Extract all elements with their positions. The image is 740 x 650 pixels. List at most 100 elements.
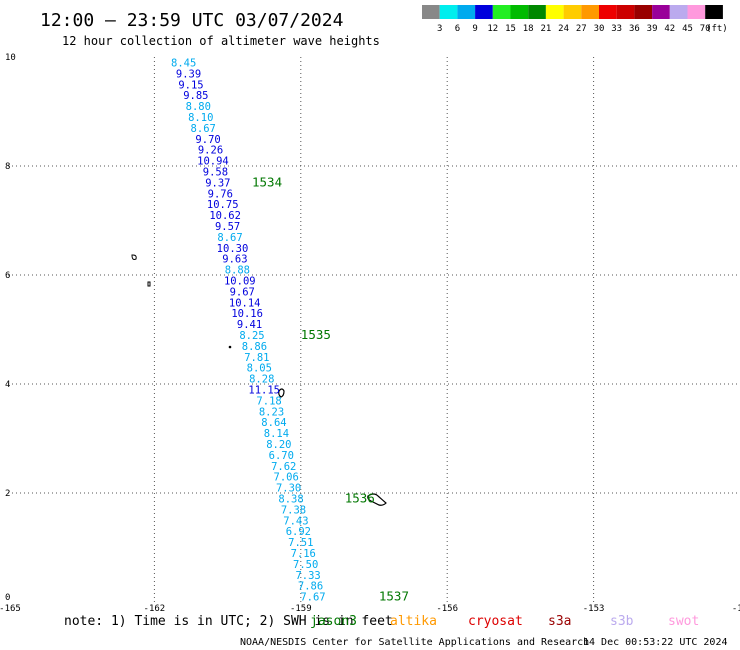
wave-height-value: 10.30 — [217, 243, 249, 255]
wave-height-value: 7.51 — [288, 537, 313, 549]
legend-label: 42 — [664, 24, 675, 34]
wave-height-value: 8.14 — [264, 428, 289, 440]
wave-height-value: 9.39 — [176, 68, 201, 80]
wave-height-value: 8.67 — [217, 232, 242, 244]
wave-height-value: 7.86 — [298, 581, 323, 593]
legend-swatch — [652, 5, 670, 19]
wave-height-value: 9.85 — [183, 90, 208, 102]
credit-text: NOAA/NESDIS Center for Satellite Applica… — [240, 637, 589, 648]
pass-label: 1537 — [379, 589, 409, 604]
wave-height-value: 8.05 — [247, 363, 272, 375]
satellite-label: swot — [668, 614, 699, 629]
legend-label: 70 — [700, 24, 711, 34]
wave-height-value: 9.57 — [215, 221, 240, 233]
island-mark — [147, 281, 151, 287]
wave-height-value: 6.92 — [286, 526, 311, 538]
wave-height-value: 8.80 — [186, 101, 211, 113]
wave-height-value: 11.15 — [248, 384, 280, 396]
legend-swatch — [616, 5, 635, 19]
color-legend: 3 6 9 12 15 18 21 24 27 30 33 36 39 42 45 70(ft) — [422, 5, 728, 34]
x-tick-label: -15 — [732, 604, 740, 614]
wave-height-value: 10.75 — [207, 199, 239, 211]
legend-swatch — [599, 5, 617, 19]
x-tick-label: -153 — [583, 604, 605, 614]
islands — [131, 254, 387, 506]
x-tick-label: -162 — [144, 604, 166, 614]
generated-timestamp: 14 Dec 00:53:22 UTC 2024 — [583, 637, 728, 648]
wave-height-value: 8.88 — [225, 265, 250, 277]
wave-height-value: 9.41 — [237, 319, 262, 331]
wave-height-value: 8.86 — [242, 341, 267, 353]
legend-label: 6 — [455, 24, 460, 34]
legend-label: 3 — [437, 24, 442, 34]
wave-height-value: 7.18 — [256, 395, 281, 407]
y-tick-label: 10 — [5, 53, 16, 63]
wave-height-value: 7.50 — [293, 559, 318, 571]
legend-swatch — [545, 5, 564, 19]
pass-labels: 1534 1535 1536 1537 — [252, 174, 409, 603]
legend-swatch — [492, 5, 511, 19]
legend-label: 33 — [611, 24, 622, 34]
satellite-label: s3a — [548, 614, 571, 629]
wave-height-value: 7.62 — [271, 461, 296, 473]
wave-height-value: 9.70 — [195, 134, 220, 146]
note-text: note: 1) Time is in UTC; 2) SWH is in fe… — [64, 614, 393, 629]
wave-height-value: 9.58 — [203, 166, 228, 178]
legend-swatch — [422, 5, 440, 19]
pass-label: 1534 — [252, 174, 282, 189]
wave-height-value: 8.28 — [249, 374, 274, 386]
wave-height-value: 7.33 — [295, 570, 320, 582]
satellite-label: cryosat — [468, 614, 523, 629]
y-tick-label: 0 — [5, 593, 10, 603]
legend-swatch — [457, 5, 476, 19]
wave-height-value: 8.23 — [259, 406, 284, 418]
island-mark — [228, 345, 232, 349]
legend-label: 39 — [647, 24, 658, 34]
legend-label: 36 — [629, 24, 640, 34]
legend-label: 30 — [594, 24, 605, 34]
y-tick-label: 4 — [5, 380, 10, 390]
wave-height-value: 9.76 — [208, 188, 233, 200]
grid-lines — [8, 57, 740, 602]
legend-label: 18 — [523, 24, 534, 34]
wave-height-value: 9.63 — [222, 254, 247, 266]
legend-swatch — [705, 5, 723, 19]
legend-swatch — [563, 5, 582, 19]
satellite-label: altika — [390, 614, 437, 629]
legend-label: 15 — [505, 24, 516, 34]
pass-label: 1535 — [301, 327, 331, 342]
legend-swatch — [669, 5, 688, 19]
island-mark — [367, 493, 387, 506]
wave-height-value: 10.94 — [197, 156, 229, 168]
legend-swatch — [687, 5, 706, 19]
wave-height-value: 10.16 — [231, 308, 263, 320]
legend-label: 21 — [540, 24, 551, 34]
pass-label: 1536 — [345, 490, 375, 505]
wave-height-values: 8.459.399.159.858.808.108.679.709.2610.9… — [171, 57, 326, 603]
wave-height-value: 9.26 — [198, 145, 223, 157]
wave-height-value: 9.67 — [230, 286, 255, 298]
legend-swatch — [528, 5, 546, 19]
satellite-label: s3b — [610, 614, 634, 629]
legend-swatch — [439, 5, 458, 19]
wave-height-value: 10.62 — [209, 210, 241, 222]
wave-height-value: 9.15 — [178, 79, 203, 91]
wave-height-value: 7.67 — [300, 592, 325, 604]
y-tick-label: 6 — [5, 271, 10, 281]
legend-label: 9 — [472, 24, 477, 34]
wave-height-value: 8.20 — [266, 439, 291, 451]
y-tick-label: 2 — [5, 489, 10, 499]
wave-height-value: 7.30 — [276, 483, 301, 495]
wave-height-value: 8.38 — [278, 493, 303, 505]
chart-title: 12:00 – 23:59 UTC 03/07/2024 — [40, 10, 343, 31]
island-mark — [278, 388, 285, 398]
wave-height-value: 8.25 — [239, 330, 264, 342]
y-tick-label: 8 — [5, 162, 10, 172]
legend-swatch — [581, 5, 599, 19]
legend-unit: (ft) — [706, 24, 728, 34]
wave-height-value: 8.64 — [261, 417, 286, 429]
wave-height-value: 7.06 — [274, 472, 299, 484]
legend-swatch — [475, 5, 493, 19]
x-tick-label: -159 — [290, 604, 312, 614]
